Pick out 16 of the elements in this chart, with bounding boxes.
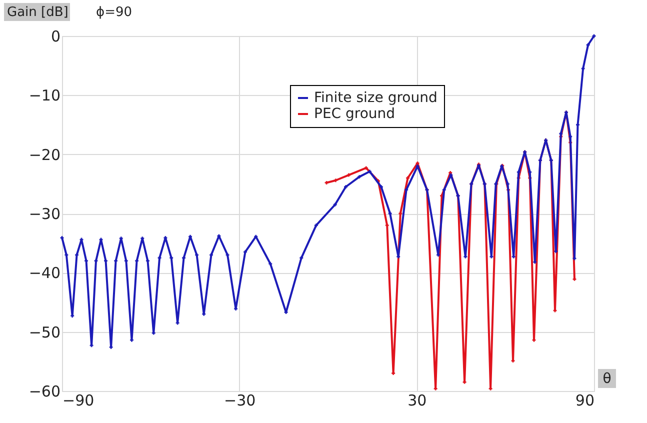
y-tick-label: −40 (28, 264, 60, 282)
x-tick-label: 30 (408, 392, 427, 410)
y-tick-label: −60 (28, 382, 60, 400)
y-tick-label: −30 (28, 205, 60, 223)
y-axis-title: Gain [dB] (7, 5, 68, 20)
x-tick-label: −90 (62, 392, 94, 410)
chart-title: ϕ=90 (96, 5, 132, 20)
legend-label: Finite size ground (314, 90, 438, 106)
y-tick-label: −20 (28, 146, 60, 164)
y-tick-label: −10 (28, 86, 60, 105)
y-tick-label: −50 (28, 323, 60, 342)
y-tick-label: 0 (50, 28, 60, 46)
x-axis-title: θ (602, 371, 612, 387)
legend-label: PEC ground (314, 106, 396, 122)
x-tick-label: −30 (224, 392, 256, 410)
x-tick-label: 90 (575, 392, 594, 410)
